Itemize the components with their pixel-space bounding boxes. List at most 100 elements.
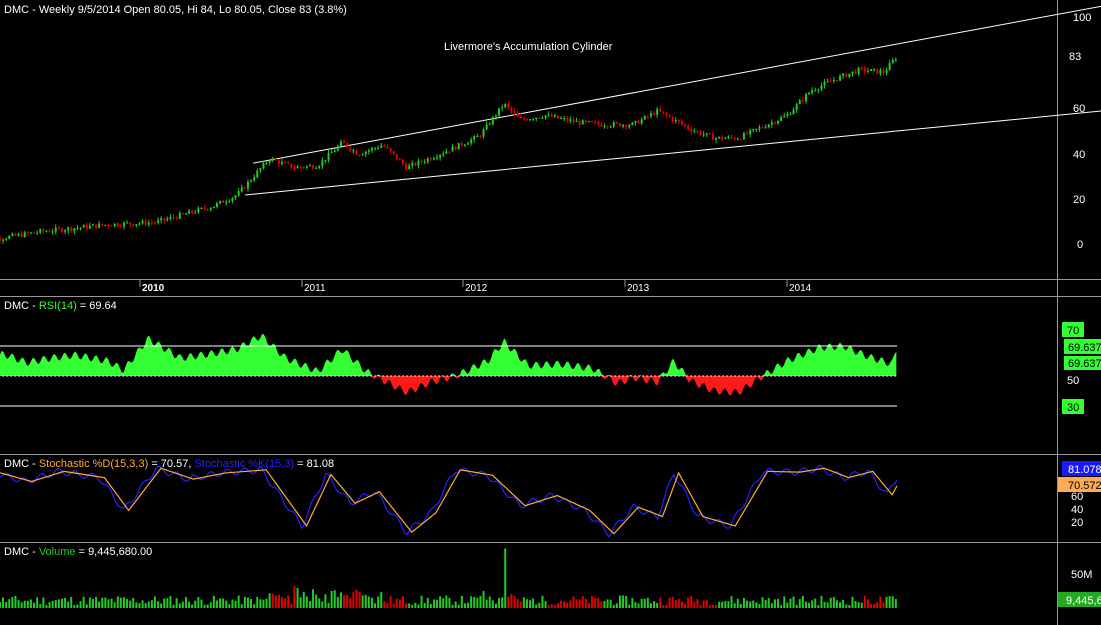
candle-body bbox=[107, 224, 110, 226]
volume-bar bbox=[674, 600, 677, 608]
trendline-upper[interactable] bbox=[253, 2, 1101, 164]
candle-body bbox=[532, 119, 535, 121]
candle-body bbox=[801, 100, 804, 102]
volume-bar bbox=[851, 596, 854, 608]
candle-body bbox=[135, 224, 138, 226]
volume-bar bbox=[463, 603, 466, 608]
volume-bar bbox=[879, 596, 882, 608]
candle-body bbox=[181, 213, 184, 215]
volume-bar bbox=[584, 599, 587, 608]
stoch-tick-40: 40 bbox=[1071, 504, 1083, 516]
candle-body bbox=[597, 122, 600, 125]
volume-bar bbox=[141, 600, 144, 608]
candle-body bbox=[811, 90, 814, 93]
volume-bar bbox=[222, 598, 225, 608]
candle-body bbox=[814, 90, 817, 92]
candle-body bbox=[73, 228, 76, 231]
candle-body bbox=[863, 67, 866, 72]
volume-bar bbox=[767, 598, 770, 608]
candle-body bbox=[417, 160, 420, 166]
candle-body bbox=[702, 134, 705, 136]
stoch-k-line bbox=[0, 464, 898, 538]
volume-bar bbox=[132, 597, 135, 608]
volume-bar bbox=[835, 600, 838, 608]
trendline-lower[interactable] bbox=[245, 109, 1101, 196]
volume-bar bbox=[668, 597, 671, 608]
candle-body bbox=[795, 104, 798, 110]
volume-bar bbox=[29, 599, 32, 608]
candle-body bbox=[246, 181, 249, 189]
volume-bar bbox=[553, 604, 556, 608]
volume-bar bbox=[101, 597, 104, 608]
volume-bar bbox=[631, 598, 634, 608]
candle-body bbox=[432, 158, 435, 160]
volume-bar bbox=[662, 605, 665, 608]
price-y-axis: 100 83 60 40 20 0 bbox=[1069, 12, 1091, 251]
volume-header: DMC - Volume = 9,445,680.00 bbox=[4, 546, 152, 558]
volume-bar bbox=[290, 603, 293, 608]
candle-body bbox=[832, 79, 835, 82]
volume-bar bbox=[572, 596, 575, 608]
candle-body bbox=[48, 231, 51, 233]
volume-bar bbox=[671, 596, 674, 608]
candle-body bbox=[361, 154, 364, 156]
volume-bar bbox=[798, 599, 801, 608]
candle-body bbox=[857, 67, 860, 74]
volume-bar bbox=[470, 596, 473, 608]
candle-body bbox=[587, 121, 590, 123]
volume-bar bbox=[764, 600, 767, 608]
candle-body bbox=[296, 166, 299, 169]
volume-bar bbox=[563, 601, 566, 608]
candle-body bbox=[460, 143, 463, 146]
volume-bar bbox=[26, 600, 29, 608]
volume-bar bbox=[200, 599, 203, 608]
candle-body bbox=[383, 145, 386, 147]
volume-bar bbox=[147, 601, 150, 608]
candle-body bbox=[467, 143, 470, 145]
candle-body bbox=[882, 70, 885, 73]
candle-body bbox=[141, 220, 144, 224]
candle-body bbox=[659, 108, 662, 112]
candle-body bbox=[160, 218, 163, 221]
volume-bar bbox=[67, 601, 70, 608]
candle-body bbox=[194, 212, 197, 214]
volume-bar bbox=[305, 596, 308, 608]
candle-body bbox=[544, 115, 547, 118]
volume-bar bbox=[122, 597, 125, 608]
volume-bar bbox=[302, 591, 305, 608]
candle-body bbox=[578, 121, 581, 125]
candle-body bbox=[222, 200, 225, 203]
volume-bar bbox=[175, 598, 178, 608]
candle-body bbox=[228, 200, 231, 202]
volume-bar bbox=[646, 597, 649, 608]
volume-bar bbox=[401, 596, 404, 608]
volume-bar bbox=[637, 603, 640, 608]
volume-bar bbox=[634, 602, 637, 608]
volume-bar bbox=[516, 598, 519, 608]
volume-bar bbox=[749, 601, 752, 608]
volume-bar bbox=[705, 599, 708, 608]
volume-bar bbox=[513, 596, 516, 608]
volume-bar bbox=[364, 594, 367, 608]
candle-body bbox=[33, 232, 36, 234]
volume-bar bbox=[11, 596, 14, 608]
volume-bar bbox=[724, 600, 727, 608]
volume-bar bbox=[885, 596, 888, 608]
volume-bar bbox=[312, 589, 315, 608]
volume-bar bbox=[153, 596, 156, 608]
candle-body bbox=[287, 162, 290, 164]
volume-bar bbox=[742, 597, 745, 608]
volume-bar bbox=[349, 598, 352, 608]
volume-bar bbox=[389, 596, 392, 608]
volume-bar bbox=[315, 594, 318, 608]
candle-body bbox=[333, 150, 336, 153]
candle-body bbox=[5, 238, 8, 240]
candle-body bbox=[637, 120, 640, 124]
candle-body bbox=[764, 127, 767, 129]
cylinder-trendlines[interactable] bbox=[245, 2, 1101, 196]
candle-body bbox=[671, 117, 674, 122]
volume-bar bbox=[439, 596, 442, 608]
candle-body bbox=[429, 158, 432, 160]
candle-body bbox=[746, 133, 749, 135]
